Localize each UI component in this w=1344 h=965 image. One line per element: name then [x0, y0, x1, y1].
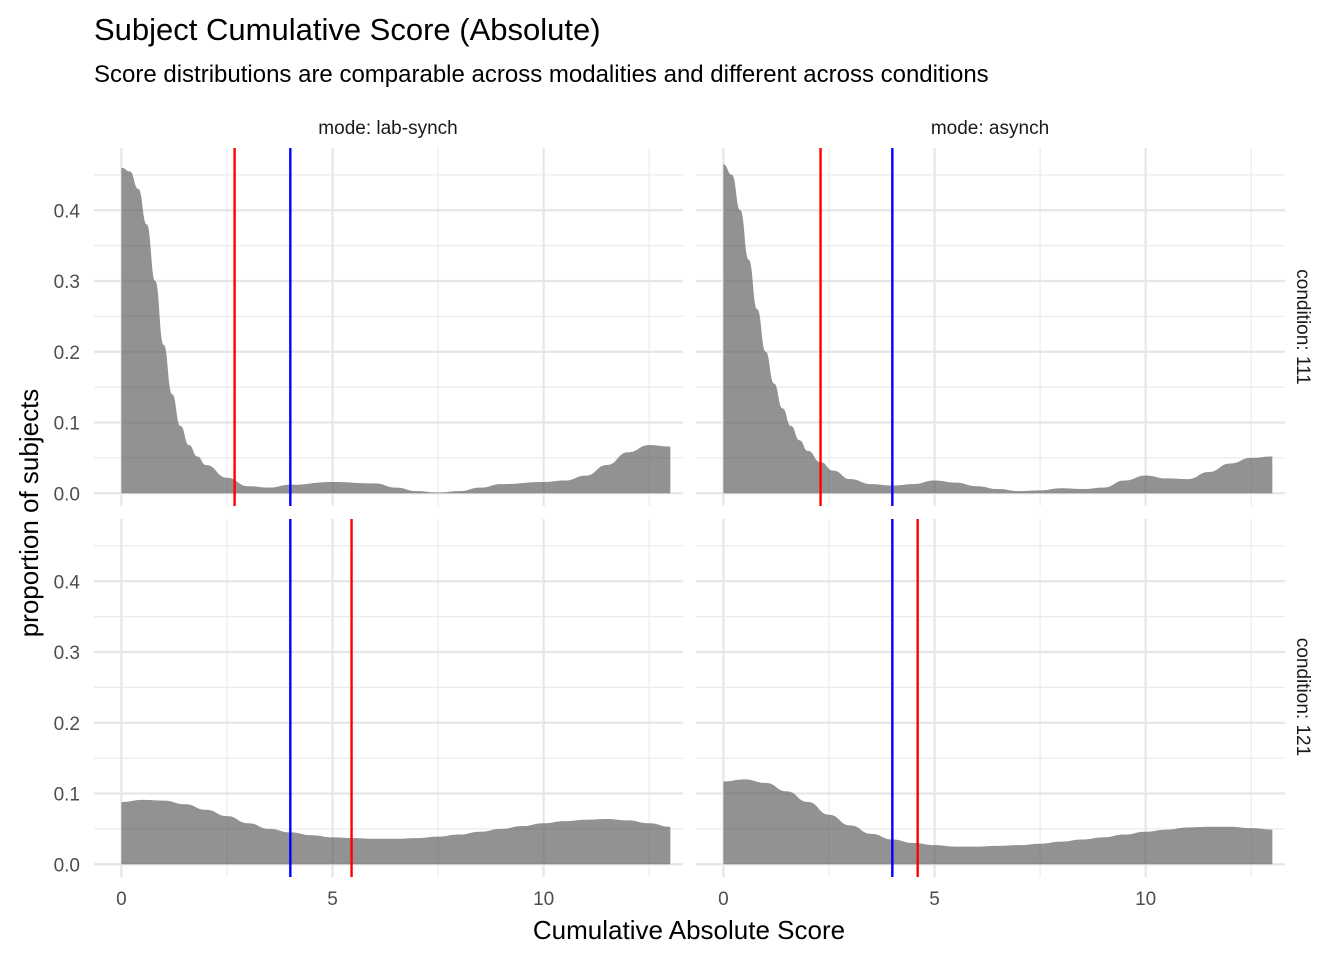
chart-title: Subject Cumulative Score (Absolute)	[94, 12, 601, 47]
y-tick-label: 0.2	[54, 343, 80, 364]
y-tick-label: 0.3	[54, 272, 80, 293]
density-area	[121, 799, 671, 865]
x-tick-label: 0	[116, 889, 127, 910]
y-tick-label: 0.4	[54, 201, 81, 222]
facet-panels: 0.0 0.1 0.2 0.3 0.4 0.0 0.1 0.2 0.3 0.4 0 5 10 0 5 10	[54, 148, 1285, 910]
x-tick-label: 10	[533, 889, 554, 910]
density-area	[121, 167, 671, 494]
y-tick-label: 0.4	[54, 572, 81, 593]
panel-asynch-111	[696, 148, 1285, 506]
strip-mode-lab-synch: mode: lab-synch	[318, 118, 457, 139]
y-tick-label: 0.1	[54, 785, 80, 806]
y-tick-label: 0.0	[54, 484, 80, 505]
density-area	[723, 779, 1273, 865]
y-axis-title: proportion of subjects	[14, 389, 44, 638]
x-tick-label: 5	[929, 889, 940, 910]
x-tick-label: 10	[1135, 889, 1156, 910]
x-tick-label: 5	[327, 889, 338, 910]
chart-subtitle: Score distributions are comparable acros…	[94, 61, 989, 88]
x-axis-title: Cumulative Absolute Score	[533, 915, 845, 945]
strip-condition-111: condition: 111	[1292, 269, 1313, 385]
strip-condition-121: condition: 121	[1292, 638, 1313, 756]
panel-lab-synch-111: 0.0 0.1 0.2 0.3 0.4	[54, 148, 683, 506]
density-area	[723, 164, 1273, 494]
x-tick-label: 0	[718, 889, 729, 910]
y-tick-label: 0.0	[54, 855, 80, 876]
y-tick-label: 0.3	[54, 643, 80, 664]
panel-lab-synch-121: 0.0 0.1 0.2 0.3 0.4 0 5 10	[54, 519, 683, 910]
panel-asynch-121: 0 5 10	[696, 519, 1285, 910]
y-tick-label: 0.1	[54, 414, 80, 435]
y-tick-label: 0.2	[54, 714, 80, 735]
strip-mode-asynch: mode: asynch	[931, 118, 1049, 139]
